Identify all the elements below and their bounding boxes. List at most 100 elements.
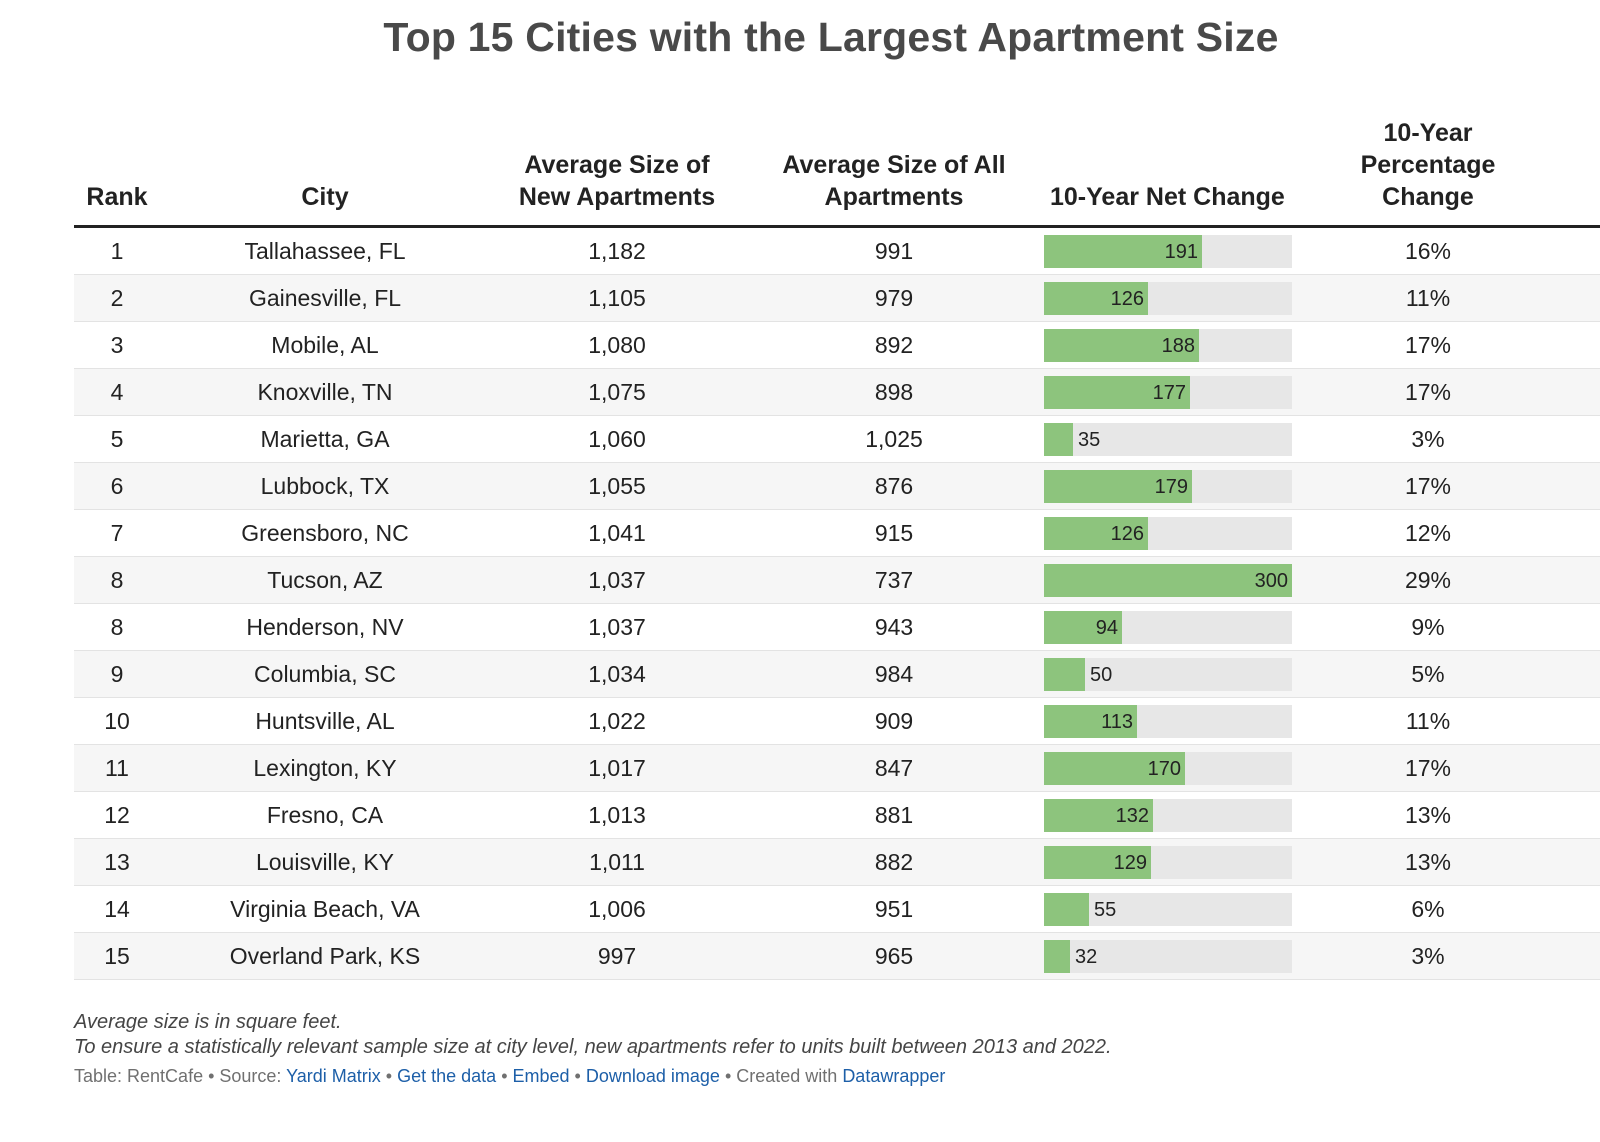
net-change-label: 113 bbox=[1101, 711, 1133, 733]
new-size-cell: 1,075 bbox=[490, 368, 744, 416]
rank-cell: 12 bbox=[74, 791, 160, 839]
rank-cell: 3 bbox=[74, 321, 160, 369]
header-all-size[interactable]: Average Size of All Apartments bbox=[744, 107, 1044, 228]
net-change-bar bbox=[1044, 423, 1073, 456]
rank-cell: 10 bbox=[74, 697, 160, 745]
bar-track: 55 bbox=[1044, 893, 1292, 926]
net-change-bar bbox=[1044, 940, 1070, 973]
rank-cell: 14 bbox=[74, 885, 160, 933]
all-size-cell: 979 bbox=[744, 274, 1044, 322]
table-row: 3 Mobile, AL 1,080 892 188 17% bbox=[74, 321, 1600, 369]
net-change-bar bbox=[1044, 846, 1151, 879]
net-change-cell: 32 bbox=[1044, 932, 1326, 980]
net-change-label: 126 bbox=[1110, 523, 1144, 545]
all-size-cell: 881 bbox=[744, 791, 1044, 839]
table-row: 9 Columbia, SC 1,034 984 50 5% bbox=[74, 650, 1600, 698]
net-change-bar bbox=[1044, 470, 1192, 503]
net-change-cell: 179 bbox=[1044, 462, 1326, 510]
all-size-cell: 882 bbox=[744, 838, 1044, 886]
city-cell: Mobile, AL bbox=[160, 321, 490, 369]
net-change-label: 177 bbox=[1152, 382, 1186, 404]
pct-change-cell: 16% bbox=[1326, 226, 1600, 275]
net-change-bar bbox=[1044, 658, 1085, 691]
net-change-bar bbox=[1044, 235, 1202, 268]
all-size-cell: 892 bbox=[744, 321, 1044, 369]
city-cell: Gainesville, FL bbox=[160, 274, 490, 322]
bar-track: 126 bbox=[1044, 517, 1292, 550]
all-size-cell: 984 bbox=[744, 650, 1044, 698]
embed-link[interactable]: Embed bbox=[512, 1066, 570, 1086]
table-row: 11 Lexington, KY 1,017 847 170 17% bbox=[74, 744, 1600, 792]
header-rank[interactable]: Rank bbox=[74, 107, 160, 228]
rank-cell: 6 bbox=[74, 462, 160, 510]
datawrapper-link[interactable]: Datawrapper bbox=[842, 1066, 946, 1086]
table-row: 13 Louisville, KY 1,011 882 129 13% bbox=[74, 838, 1600, 886]
pct-change-cell: 5% bbox=[1326, 650, 1600, 698]
footer-separator: • bbox=[496, 1066, 513, 1086]
bar-track: 32 bbox=[1044, 940, 1292, 973]
all-size-cell: 965 bbox=[744, 932, 1044, 980]
all-size-cell: 951 bbox=[744, 885, 1044, 933]
rank-cell: 15 bbox=[74, 932, 160, 980]
net-change-label: 132 bbox=[1115, 805, 1149, 827]
pct-change-cell: 13% bbox=[1326, 791, 1600, 839]
net-change-bar bbox=[1044, 893, 1089, 926]
table-row: 10 Huntsville, AL 1,022 909 113 11% bbox=[74, 697, 1600, 745]
all-size-cell: 991 bbox=[744, 226, 1044, 275]
table-row: 1 Tallahassee, FL 1,182 991 191 16% bbox=[74, 226, 1600, 275]
new-size-cell: 1,182 bbox=[490, 226, 744, 275]
table-row: 4 Knoxville, TN 1,075 898 177 17% bbox=[74, 368, 1600, 416]
bar-track: 300 bbox=[1044, 564, 1292, 597]
net-change-bar bbox=[1044, 376, 1190, 409]
bar-track: 94 bbox=[1044, 611, 1292, 644]
city-cell: Virginia Beach, VA bbox=[160, 885, 490, 933]
footer-credits: Table: RentCafe • Source: Yardi Matrix •… bbox=[74, 1066, 945, 1087]
bar-track: 35 bbox=[1044, 423, 1292, 456]
net-change-bar bbox=[1044, 517, 1148, 550]
net-change-cell: 300 bbox=[1044, 556, 1326, 604]
bar-track: 129 bbox=[1044, 846, 1292, 879]
download-image-link[interactable]: Download image bbox=[585, 1066, 720, 1086]
pct-change-cell: 29% bbox=[1326, 556, 1600, 604]
header-net-change[interactable]: 10-Year Net Change bbox=[1044, 107, 1326, 228]
source-link[interactable]: Yardi Matrix bbox=[286, 1066, 381, 1086]
get-data-link[interactable]: Get the data bbox=[397, 1066, 497, 1086]
city-cell: Overland Park, KS bbox=[160, 932, 490, 980]
net-change-cell: 188 bbox=[1044, 321, 1326, 369]
all-size-cell: 876 bbox=[744, 462, 1044, 510]
net-change-cell: 126 bbox=[1044, 274, 1326, 322]
table-credit: Table: RentCafe bbox=[74, 1066, 204, 1086]
city-cell: Lexington, KY bbox=[160, 744, 490, 792]
net-change-label: 32 bbox=[1075, 946, 1098, 968]
note-units: Average size is in square feet. bbox=[74, 1011, 342, 1033]
pct-change-cell: 11% bbox=[1326, 697, 1600, 745]
header-city[interactable]: City bbox=[160, 107, 490, 228]
header-pct-change[interactable]: 10-Year Percentage Change bbox=[1326, 107, 1600, 228]
new-size-cell: 1,022 bbox=[490, 697, 744, 745]
table-body: 1 Tallahassee, FL 1,182 991 191 16% 2 Gainesvil… bbox=[74, 226, 1600, 980]
new-size-cell: 1,105 bbox=[490, 274, 744, 322]
bar-track: 126 bbox=[1044, 282, 1292, 315]
table-row: 2 Gainesville, FL 1,105 979 126 11% bbox=[74, 274, 1600, 322]
table-row: 14 Virginia Beach, VA 1,006 951 55 6% bbox=[74, 885, 1600, 933]
table-row: 6 Lubbock, TX 1,055 876 179 17% bbox=[74, 462, 1600, 510]
new-size-cell: 1,006 bbox=[490, 885, 744, 933]
bar-track: 132 bbox=[1044, 799, 1292, 832]
net-change-label: 126 bbox=[1110, 288, 1144, 310]
city-cell: Columbia, SC bbox=[160, 650, 490, 698]
pct-change-cell: 13% bbox=[1326, 838, 1600, 886]
city-cell: Fresno, CA bbox=[160, 791, 490, 839]
all-size-cell: 943 bbox=[744, 603, 1044, 651]
net-change-label: 188 bbox=[1161, 335, 1195, 357]
bar-track: 170 bbox=[1044, 752, 1292, 785]
city-cell: Louisville, KY bbox=[160, 838, 490, 886]
pct-change-cell: 6% bbox=[1326, 885, 1600, 933]
new-size-cell: 1,060 bbox=[490, 415, 744, 463]
all-size-cell: 909 bbox=[744, 697, 1044, 745]
net-change-label: 129 bbox=[1113, 852, 1147, 874]
net-change-label: 179 bbox=[1154, 476, 1188, 498]
net-change-cell: 132 bbox=[1044, 791, 1326, 839]
table-header-row: Rank City Average Size of New Apartments … bbox=[74, 107, 1600, 228]
net-change-cell: 170 bbox=[1044, 744, 1326, 792]
header-new-size[interactable]: Average Size of New Apartments bbox=[490, 107, 744, 228]
